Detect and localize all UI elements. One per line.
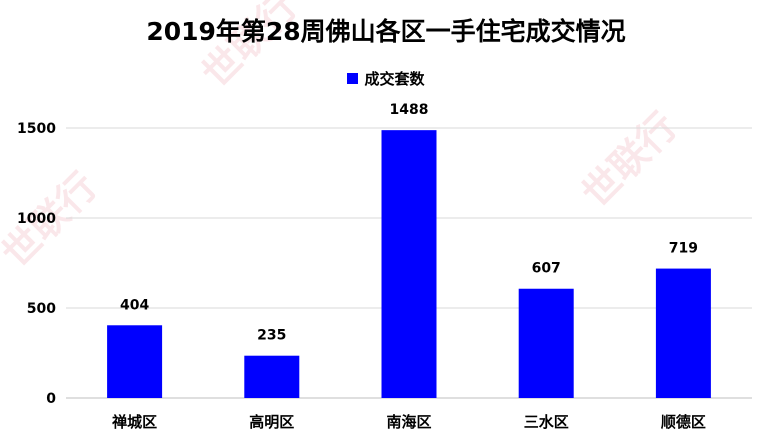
legend-label: 成交套数 xyxy=(364,70,425,88)
bar xyxy=(244,355,300,398)
x-tick-label: 南海区 xyxy=(386,413,431,431)
y-tick-label: 0 xyxy=(46,391,56,407)
x-tick-label: 三水区 xyxy=(524,413,569,431)
x-tick-label: 顺德区 xyxy=(661,413,706,431)
data-label: 719 xyxy=(669,241,698,257)
x-tick-label: 高明区 xyxy=(249,413,294,431)
y-tick-label: 1500 xyxy=(17,121,56,137)
data-label: 235 xyxy=(257,328,286,344)
legend: 成交套数 xyxy=(0,68,772,89)
bar xyxy=(381,130,437,398)
data-label: 404 xyxy=(120,297,149,313)
x-tick-label: 禅城区 xyxy=(111,413,157,431)
legend-swatch xyxy=(347,73,359,84)
data-label: 607 xyxy=(532,261,561,277)
bar xyxy=(518,288,574,398)
y-tick-label: 1000 xyxy=(17,211,56,227)
bar xyxy=(655,268,711,398)
data-label: 1488 xyxy=(390,102,429,118)
chart-title: 2019年第28周佛山各区一手住宅成交情况 xyxy=(146,17,626,46)
y-tick-label: 500 xyxy=(27,301,56,317)
bar xyxy=(107,325,163,398)
